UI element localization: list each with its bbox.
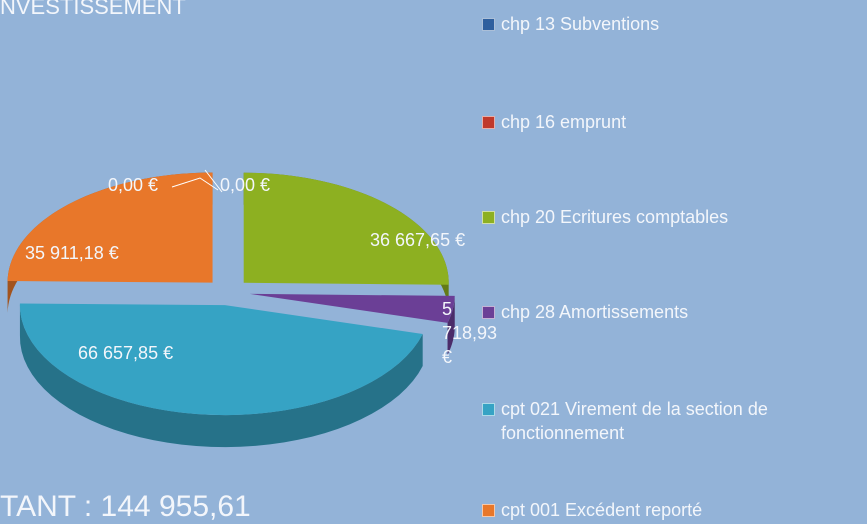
slice (19, 303, 423, 416)
slice (243, 172, 449, 285)
legend-item: chp 16 emprunt (482, 110, 862, 134)
legend-item: chp 13 Subventions (482, 12, 862, 36)
legend-label: chp 28 Amortissements (501, 302, 689, 322)
data-label: 36 667,65 € (370, 230, 466, 250)
legend-label: chp 13 Subventions (501, 14, 660, 34)
legend-label: cpt 001 Excédent reporté (501, 500, 703, 520)
legend-swatch (482, 306, 495, 319)
legend-item: cpt 021 Virement de la section de foncti… (482, 397, 862, 445)
legend-label: chp 16 emprunt (501, 112, 627, 132)
legend-swatch (482, 403, 495, 416)
chart-title: NVESTISSEMENT (0, 0, 186, 19)
slice-side (447, 295, 455, 355)
data-label: 5 718,93 € (442, 299, 498, 367)
legend-swatch (482, 18, 495, 31)
data-label: 0,00 € (220, 175, 271, 195)
slice-side (19, 303, 423, 448)
data-label: 66 657,85 € (78, 343, 174, 363)
legend-swatch (482, 211, 495, 224)
legend-label: cpt 021 Virement de la section de foncti… (501, 399, 768, 443)
legend-swatch (482, 504, 495, 517)
legend-item: chp 28 Amortissements (482, 300, 862, 324)
slice (249, 293, 455, 323)
leader-line (204, 169, 223, 193)
slice (7, 172, 213, 283)
leader-line (171, 177, 219, 191)
legend-label: chp 20 Ecritures comptables (501, 207, 729, 227)
data-label: 0,00 € (108, 175, 159, 195)
chart-subtitle: TANT : 144 955,61 (0, 490, 251, 523)
data-label: 35 911,18 € (25, 243, 119, 263)
legend-item: chp 20 Ecritures comptables (482, 205, 862, 229)
legend-item: cpt 001 Excédent reporté (482, 498, 862, 522)
legend-swatch (482, 116, 495, 129)
